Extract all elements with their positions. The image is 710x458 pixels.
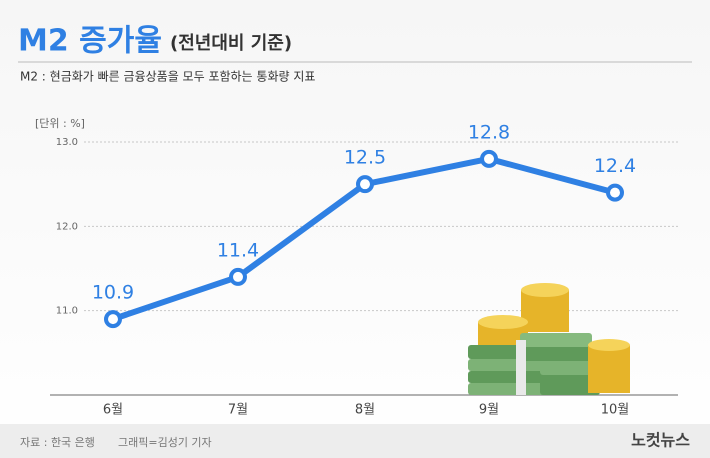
source: 자료 : 한국 은행 (20, 436, 95, 449)
point (606, 183, 624, 202)
data-label: 10.9 (92, 282, 134, 304)
unit-label: [단위 : %] (35, 117, 85, 130)
data-label: 12.8 (468, 121, 510, 143)
point (356, 175, 374, 194)
point (480, 149, 498, 168)
logo: 노컷뉴스 (631, 431, 690, 450)
description: M2 : 현금화가 빠른 금융상품을 모두 포함하는 통화량 지표 (20, 70, 315, 84)
credit: 그래픽=김성기 기자 (118, 436, 212, 449)
data-label: 12.5 (344, 147, 386, 169)
point (104, 310, 122, 329)
x-tick-label: 8월 (355, 403, 375, 418)
money-illustration (468, 283, 630, 395)
data-label: 12.4 (594, 155, 636, 177)
footer-bar (0, 424, 710, 458)
y-tick-label: 12.0 (56, 221, 78, 232)
chart-subtitle: (전년대비 기준) (170, 33, 292, 54)
x-tick-label: 10월 (601, 403, 630, 418)
x-tick-label: 7월 (228, 403, 248, 418)
chart-title: M2 증가율 (18, 24, 162, 59)
data-label: 11.4 (217, 239, 259, 261)
y-tick-label: 13.0 (56, 137, 78, 148)
y-tick-label: 11.0 (56, 306, 78, 317)
x-tick-label: 6월 (103, 403, 123, 418)
x-tick-label: 9월 (479, 403, 499, 418)
point (229, 267, 247, 286)
